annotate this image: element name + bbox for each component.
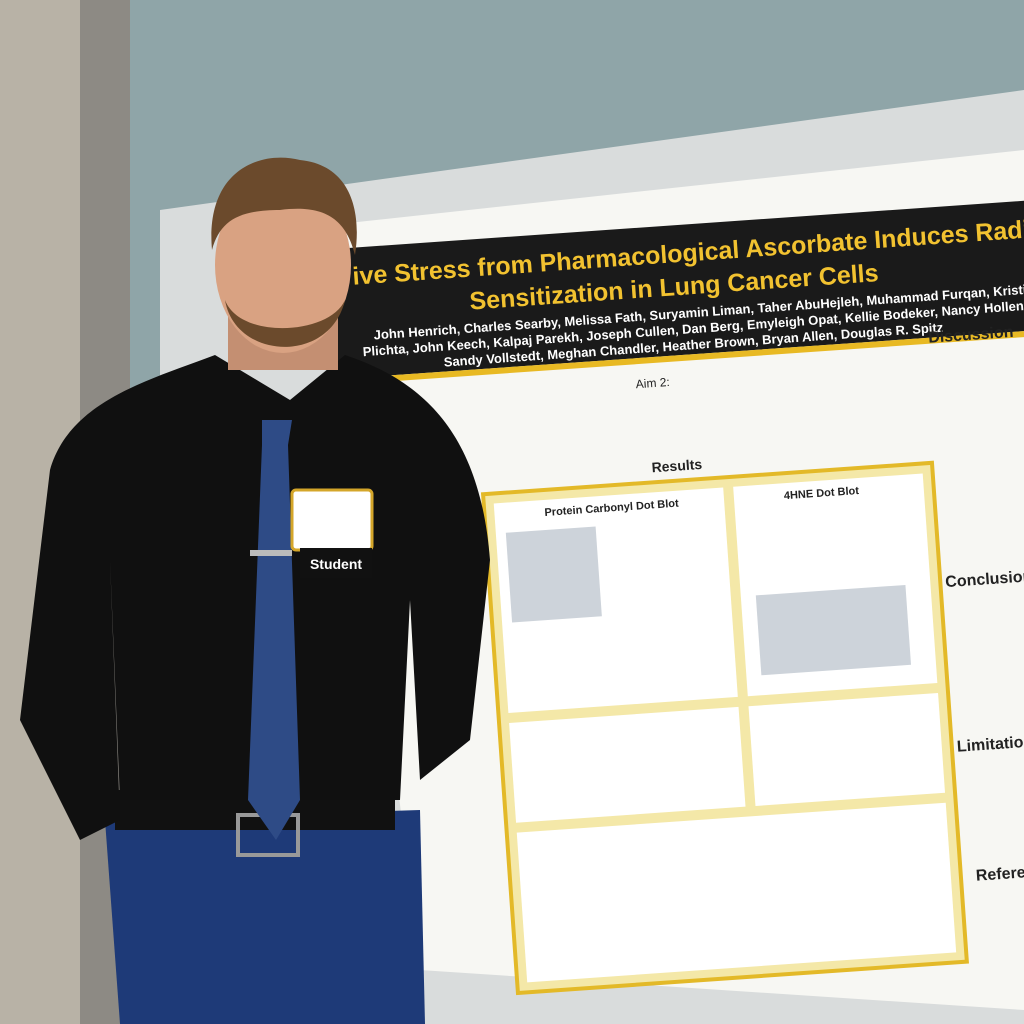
trousers (105, 810, 425, 1024)
id-badge (290, 488, 374, 552)
tie-clip (250, 550, 292, 556)
blot-image (505, 526, 602, 623)
figure-box (748, 692, 946, 806)
badge-text: Student (310, 556, 362, 572)
section-heading: Reference (975, 862, 1024, 884)
results-heading: Results (651, 456, 703, 476)
section-heading: Discussion (928, 324, 1014, 347)
face (215, 177, 351, 353)
figure-box (509, 706, 746, 823)
hair (211, 157, 357, 255)
section-heading: Limitations (956, 733, 1024, 756)
section-heading: Conclusion (945, 568, 1024, 591)
poster-content: ive Stress from Pharmacological Ascorbat… (325, 199, 1024, 996)
tie (248, 420, 300, 840)
shirt (20, 355, 490, 840)
figure-title: 4HNE Dot Blot (784, 485, 860, 502)
aim-heading: Aim 2: (635, 375, 670, 391)
banner-stripe (334, 329, 1024, 386)
blot-image (755, 584, 912, 676)
title-banner (325, 199, 1024, 380)
figure-box (516, 802, 957, 983)
badge-label (300, 548, 372, 578)
beard (225, 300, 345, 347)
